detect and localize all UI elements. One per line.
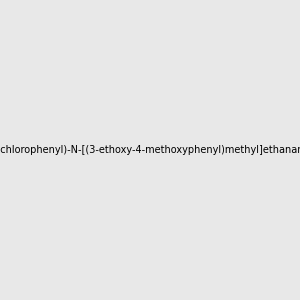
Text: 2-(4-chlorophenyl)-N-[(3-ethoxy-4-methoxyphenyl)methyl]ethanamine: 2-(4-chlorophenyl)-N-[(3-ethoxy-4-methox… <box>0 145 300 155</box>
